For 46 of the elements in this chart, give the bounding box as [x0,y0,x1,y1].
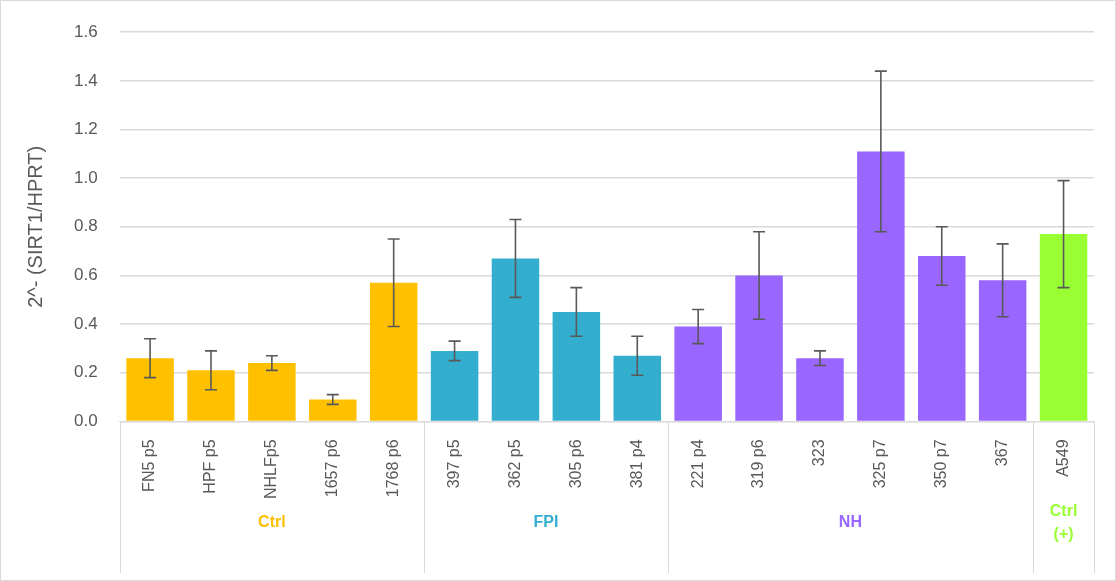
x-tick-label: NHLFp5 [262,439,280,499]
x-tick-label: 397 p5 [444,439,462,489]
y-tick-label: 1.4 [73,70,98,90]
text: Ctrl [258,513,286,531]
x-tick-label: 305 p6 [566,439,584,489]
y-tick-label: 1.0 [73,167,98,187]
y-tick-label: 1.6 [73,21,98,41]
x-tick-label: 350 p7 [932,439,950,489]
bar [918,256,966,421]
y-tick-label: 0.6 [73,265,98,285]
text: NH [838,513,862,531]
y-tick-label: 0.4 [73,313,98,333]
x-tick-label: 1657 p6 [323,439,341,498]
bar [857,151,905,421]
bar [1039,234,1088,421]
x-tick-label: 381 p4 [627,439,645,489]
bar [491,258,540,421]
bar [613,355,662,421]
bar [735,275,783,421]
x-tick-label: 367 [993,439,1011,467]
x-tick-label: 362 p5 [505,439,523,489]
text: FPI [533,513,559,531]
y-tick-label: 1.2 [73,119,98,139]
bar [552,311,601,421]
bar [248,363,296,421]
x-tick-label: 323 [810,439,828,467]
y-tick-label: 0.2 [73,362,98,382]
x-tick-label: HPF p5 [201,439,219,494]
bar [796,358,844,421]
bar [187,370,235,421]
bar [369,282,418,421]
x-tick-label: 1768 p6 [384,439,402,498]
bar [674,326,722,421]
bar [430,350,479,421]
text: Ctrl (+) [1049,502,1078,543]
x-tick-label: 221 p4 [688,439,706,489]
x-tick-label: A549 [1053,439,1071,477]
x-tick-label: FN5 p5 [140,439,158,492]
x-tick-label: 325 p7 [871,439,889,489]
y-tick-label: 0.0 [73,411,98,431]
x-tick-label: 319 p6 [749,439,767,489]
bar [126,358,174,421]
bar [978,280,1027,421]
y-tick-label: 0.8 [73,216,98,236]
bar [309,399,357,421]
y-axis-title: 2^- (SIRT1/HPRT) [23,145,46,308]
